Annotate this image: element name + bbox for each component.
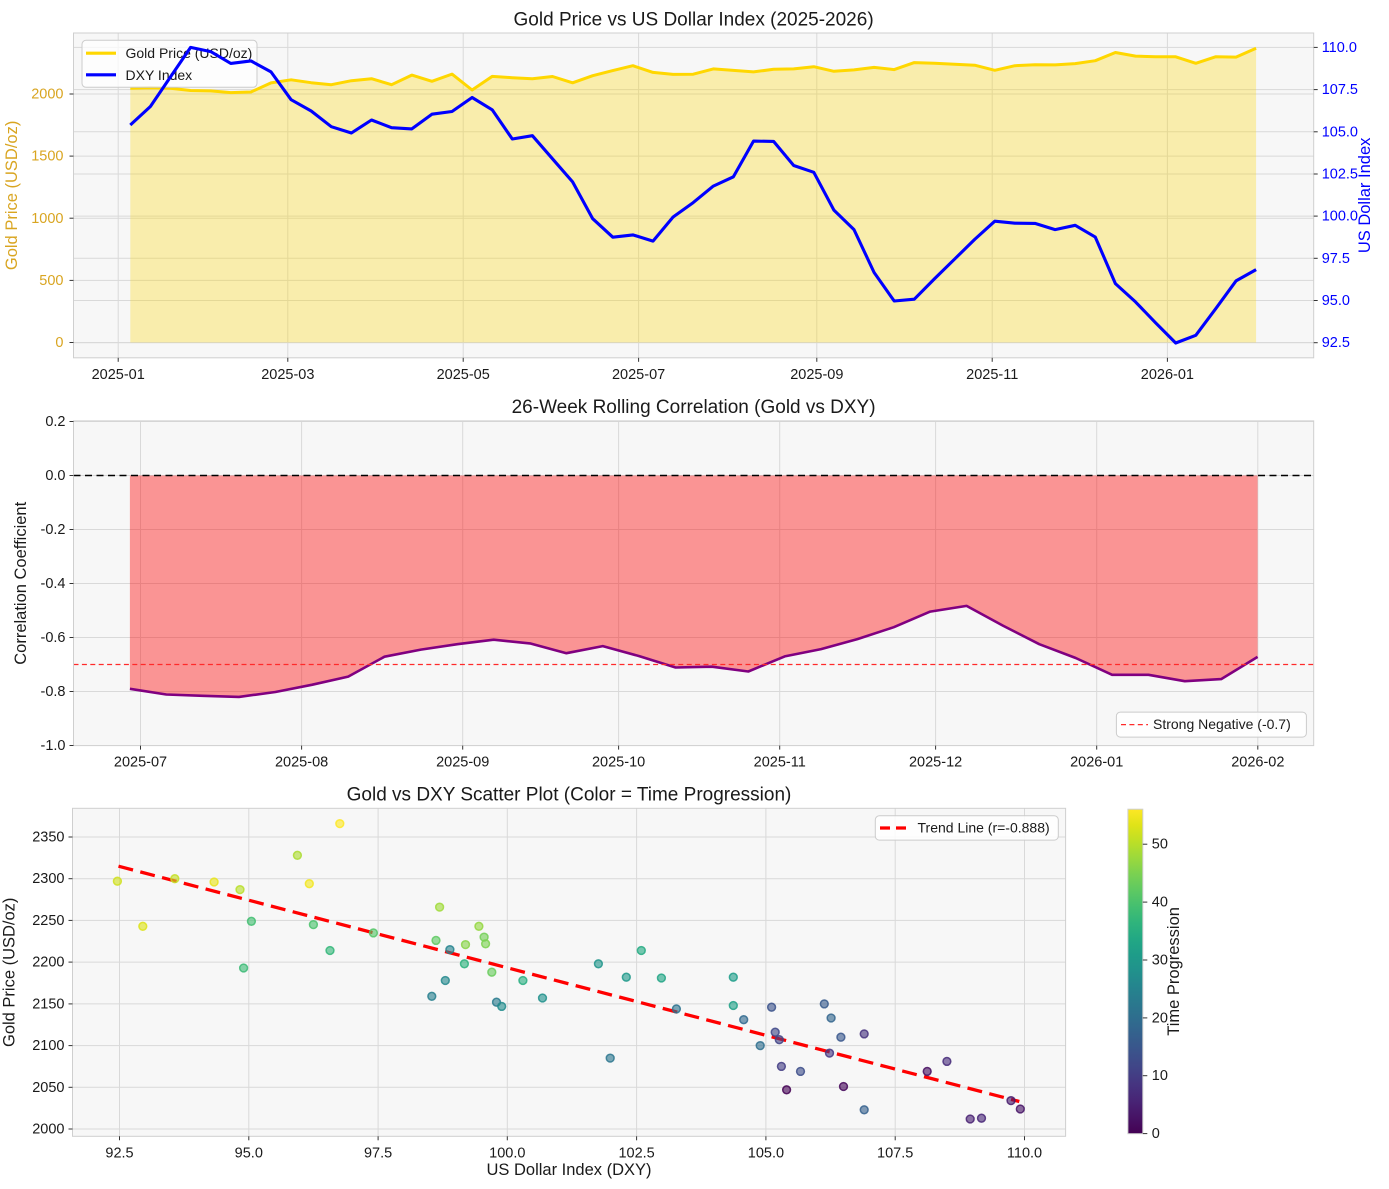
svg-text:0: 0 <box>1152 1126 1160 1142</box>
svg-text:40: 40 <box>1152 895 1168 911</box>
svg-text:Correlation Coefficient: Correlation Coefficient <box>12 501 30 664</box>
svg-text:107.5: 107.5 <box>877 1145 913 1161</box>
svg-text:Strong Negative (-0.7): Strong Negative (-0.7) <box>1153 716 1291 732</box>
svg-text:2026-01: 2026-01 <box>1070 755 1123 771</box>
svg-text:102.5: 102.5 <box>618 1145 654 1161</box>
svg-text:0: 0 <box>55 335 63 351</box>
svg-text:2025-07: 2025-07 <box>612 367 665 383</box>
svg-text:2000: 2000 <box>31 87 63 103</box>
svg-text:97.5: 97.5 <box>364 1145 392 1161</box>
svg-text:2000: 2000 <box>32 1122 64 1138</box>
svg-text:2025-12: 2025-12 <box>909 755 962 771</box>
svg-text:Gold Price (USD/oz): Gold Price (USD/oz) <box>1 898 19 1047</box>
svg-text:107.5: 107.5 <box>1322 82 1358 98</box>
svg-text:2150: 2150 <box>32 996 64 1012</box>
svg-text:2250: 2250 <box>32 913 64 929</box>
svg-text:Time Progression: Time Progression <box>1165 907 1183 1036</box>
svg-text:2025-09: 2025-09 <box>436 755 489 771</box>
svg-text:US Dollar Index (DXY): US Dollar Index (DXY) <box>486 1161 651 1179</box>
svg-text:Gold vs DXY Scatter Plot (Colo: Gold vs DXY Scatter Plot (Color = Time P… <box>347 785 792 806</box>
svg-text:2025-09: 2025-09 <box>790 367 843 383</box>
svg-text:2025-07: 2025-07 <box>114 755 167 771</box>
svg-text:2026-02: 2026-02 <box>1231 755 1284 771</box>
svg-text:105.0: 105.0 <box>748 1145 784 1161</box>
svg-text:2100: 2100 <box>32 1038 64 1054</box>
svg-text:2025-10: 2025-10 <box>592 755 645 771</box>
svg-text:2025-01: 2025-01 <box>92 367 145 383</box>
svg-text:Gold Price (USD/oz): Gold Price (USD/oz) <box>3 121 21 270</box>
svg-text:-0.4: -0.4 <box>41 576 66 592</box>
svg-text:2025-11: 2025-11 <box>754 755 806 771</box>
svg-text:1000: 1000 <box>31 211 63 227</box>
svg-text:-0.6: -0.6 <box>41 630 66 646</box>
svg-text:30: 30 <box>1152 953 1168 969</box>
svg-text:95.0: 95.0 <box>235 1145 263 1161</box>
svg-text:1500: 1500 <box>31 149 63 165</box>
svg-text:-0.8: -0.8 <box>41 684 66 700</box>
svg-text:500: 500 <box>39 273 63 289</box>
svg-text:0.2: 0.2 <box>45 414 65 430</box>
svg-text:110.0: 110.0 <box>1322 40 1357 56</box>
svg-text:Trend Line (r=-0.888): Trend Line (r=-0.888) <box>918 820 1050 836</box>
svg-text:US Dollar Index: US Dollar Index <box>1356 137 1374 253</box>
svg-text:50: 50 <box>1152 837 1168 853</box>
svg-text:105.0: 105.0 <box>1322 124 1358 140</box>
svg-text:2200: 2200 <box>32 955 64 971</box>
svg-text:100.0: 100.0 <box>1322 209 1358 225</box>
svg-text:20: 20 <box>1152 1010 1168 1026</box>
svg-text:2025-08: 2025-08 <box>275 755 328 771</box>
svg-text:DXY Index: DXY Index <box>126 67 193 83</box>
svg-text:26-Week Rolling Correlation (G: 26-Week Rolling Correlation (Gold vs DXY… <box>512 397 876 418</box>
svg-text:95.0: 95.0 <box>1322 293 1350 309</box>
svg-text:0.0: 0.0 <box>45 468 65 484</box>
svg-text:100.0: 100.0 <box>489 1145 525 1161</box>
svg-text:10: 10 <box>1152 1068 1168 1084</box>
svg-text:102.5: 102.5 <box>1322 167 1358 183</box>
svg-text:2025-05: 2025-05 <box>437 367 490 383</box>
svg-text:2050: 2050 <box>32 1080 64 1096</box>
svg-text:-1.0: -1.0 <box>41 738 66 754</box>
svg-text:2025-11: 2025-11 <box>966 367 1018 383</box>
svg-text:Gold Price vs US Dollar Index: Gold Price vs US Dollar Index (2025-2026… <box>514 10 874 31</box>
svg-text:2350: 2350 <box>32 830 64 846</box>
svg-text:2026-01: 2026-01 <box>1141 367 1194 383</box>
svg-text:-0.2: -0.2 <box>41 522 66 538</box>
svg-text:2300: 2300 <box>32 871 64 887</box>
svg-text:97.5: 97.5 <box>1322 251 1350 267</box>
svg-text:110.0: 110.0 <box>1007 1145 1042 1161</box>
svg-text:92.5: 92.5 <box>1322 335 1350 351</box>
svg-text:2025-03: 2025-03 <box>261 367 314 383</box>
svg-text:92.5: 92.5 <box>105 1145 133 1161</box>
